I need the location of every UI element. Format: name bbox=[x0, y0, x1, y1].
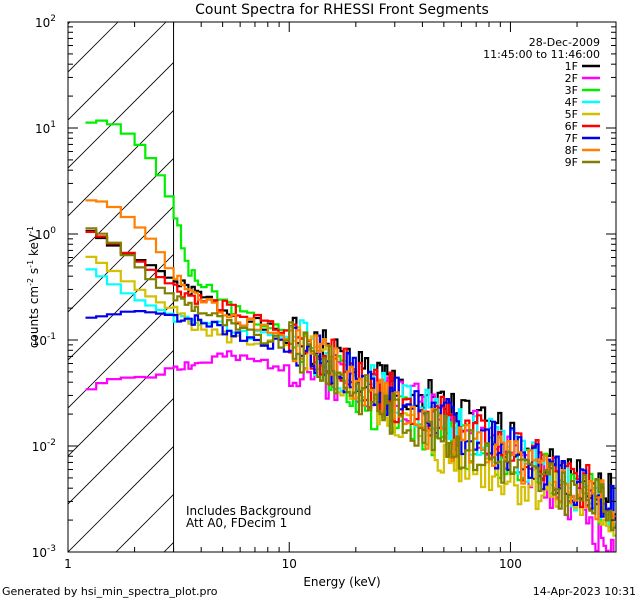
hatch-line bbox=[596, 22, 640, 552]
legend-label-4F: 4F bbox=[565, 96, 578, 109]
hatch-line bbox=[68, 253, 174, 361]
y-axis-label: counts cm-2 s-1 keV-1 bbox=[26, 226, 41, 348]
y-tick-label: 101 bbox=[35, 120, 56, 136]
axis-ticks bbox=[67, 22, 617, 553]
hatch-line bbox=[68, 22, 119, 73]
y-tick-label: 10-1 bbox=[32, 332, 56, 348]
x-tick-label: 1 bbox=[64, 557, 72, 571]
x-axis-label: Energy (keV) bbox=[303, 575, 380, 589]
hatch-line bbox=[68, 397, 174, 505]
annotation-attenuator: Att A0, FDecim 1 bbox=[186, 516, 287, 530]
time-range-label: 11:45:00 to 11:46:00 bbox=[483, 48, 600, 61]
plot-frame bbox=[67, 21, 617, 553]
y-label-part-units: counts cm bbox=[27, 286, 41, 348]
legend-label-2F: 2F bbox=[565, 72, 578, 85]
y-tick-label: 102 bbox=[35, 14, 56, 30]
series-line-7F bbox=[85, 310, 616, 520]
y-tick-label: 10-3 bbox=[32, 544, 56, 560]
y-tick-label: 100 bbox=[35, 226, 56, 242]
chart-title: Count Spectra for RHESSI Front Segments bbox=[195, 2, 489, 18]
legend-label-7F: 7F bbox=[565, 132, 578, 145]
y-label-part-kev: keV bbox=[27, 233, 41, 260]
hatch-line bbox=[68, 445, 174, 552]
y-label-exp-s: -1 bbox=[26, 260, 35, 268]
hatch-line bbox=[68, 61, 174, 169]
legend-label-8F: 8F bbox=[565, 144, 578, 157]
date-label: 28-Dec-2009 bbox=[529, 36, 600, 49]
footer-generated-by: Generated by hsi_min_spectra_plot.pro bbox=[2, 585, 218, 598]
hatch-line bbox=[0, 22, 22, 552]
hatched-region bbox=[0, 22, 640, 552]
axis-tick-labels: 1 10 100 10-3 10-2 10-1 100 101 102 bbox=[32, 14, 522, 571]
hatch-line bbox=[68, 22, 167, 121]
hatch-line bbox=[68, 205, 174, 313]
y-label-exp-cm: -2 bbox=[26, 278, 35, 286]
legend-label-5F: 5F bbox=[565, 108, 578, 121]
footer-timestamp: 14-Apr-2023 10:31 bbox=[533, 585, 636, 598]
hatch-line bbox=[68, 349, 174, 457]
y-label-exp-kev: -1 bbox=[26, 226, 35, 234]
series-line-9F bbox=[85, 227, 616, 532]
y-tick-label: 10-2 bbox=[32, 438, 56, 454]
legend-label-6F: 6F bbox=[565, 120, 578, 133]
x-tick-label: 100 bbox=[499, 557, 522, 571]
legend-label-9F: 9F bbox=[565, 156, 578, 169]
annotation-background: Includes Background bbox=[186, 504, 311, 518]
y-label-part-s: s bbox=[27, 268, 41, 278]
legend-label-3F: 3F bbox=[565, 84, 578, 97]
legend-label-1F: 1F bbox=[565, 60, 578, 73]
series-layer bbox=[85, 119, 616, 552]
x-tick-label: 10 bbox=[282, 557, 297, 571]
